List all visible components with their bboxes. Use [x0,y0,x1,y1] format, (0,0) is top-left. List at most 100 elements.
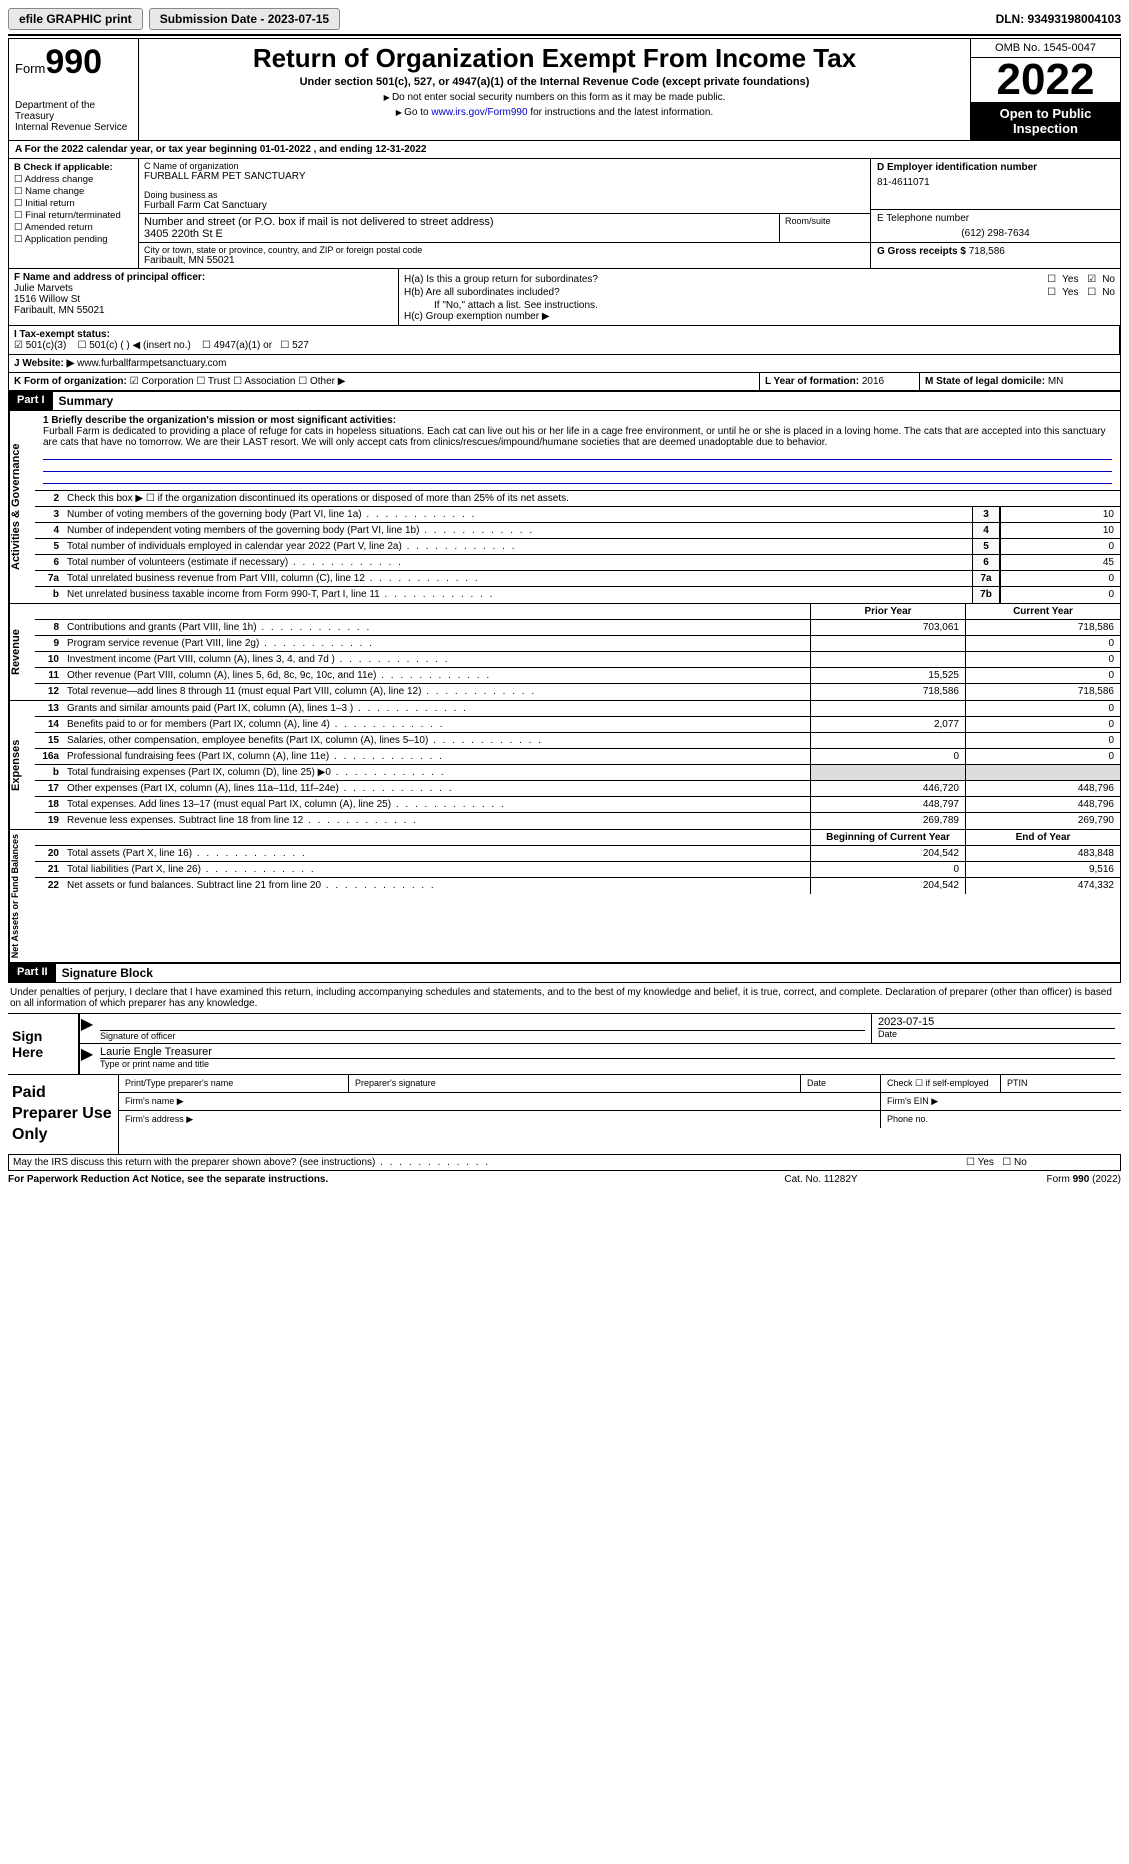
rows-ijk: I Tax-exempt status: ☑ 501(c)(3) ☐ 501(c… [8,326,1121,391]
gov-line-box: 6 [972,555,1000,570]
domicile-label: M State of legal domicile: [925,376,1048,387]
chk-name-change[interactable]: Name change [14,186,133,197]
line-desc: Total revenue—add lines 8 through 11 (mu… [63,684,810,700]
line-desc: Total assets (Part X, line 16) [63,846,810,861]
current-year-hdr: Current Year [965,604,1120,619]
chk-501c[interactable]: ☐ 501(c) ( ) ◀ (insert no.) [77,340,190,351]
sign-here-label: Sign Here [8,1014,78,1074]
line2-desc: Check this box ▶ ☐ if the organization d… [63,491,1120,506]
line-desc: Net assets or fund balances. Subtract li… [63,878,810,894]
sig-date-value: 2023-07-15 [878,1016,1115,1028]
hc-label: H(c) Group exemption number ▶ [404,311,1115,322]
chk-other[interactable]: ☐ Other ▶ [298,376,345,387]
netassets-tab: Net Assets or Fund Balances [9,830,35,962]
form-subtitle: Under section 501(c), 527, or 4947(a)(1)… [147,76,962,88]
part2-title: Signature Block [56,964,159,982]
line-prior: 2,077 [810,717,965,732]
phone-value: (612) 298-7634 [877,228,1114,239]
sig-arrow2-icon: ▶ [80,1044,94,1071]
chk-app-pending[interactable]: Application pending [14,234,133,245]
hb-no[interactable]: ☐No [1087,287,1115,298]
hb-label: H(b) Are all subordinates included? [404,287,1041,298]
form-ref: Form 990 (2022) [921,1174,1121,1185]
gov-line-val: 10 [1000,507,1120,522]
col-h-group: H(a) Is this a group return for subordin… [399,269,1120,325]
efile-print-button[interactable]: efile GRAPHIC print [8,8,143,30]
chk-address-change[interactable]: Address change [14,174,133,185]
prep-ptin-hdr: PTIN [1001,1075,1121,1092]
line-prior: 446,720 [810,781,965,796]
prep-date-hdr: Date [801,1075,881,1092]
revenue-tab: Revenue [9,604,35,700]
sig-arrow-icon: ▶ [80,1014,94,1043]
cat-no: Cat. No. 11282Y [721,1174,921,1185]
hb-note: If "No," attach a list. See instructions… [404,300,1115,311]
ha-yes[interactable]: ☐Yes [1047,274,1078,285]
line-prior [810,636,965,651]
gross-receipts-value: 718,586 [969,246,1005,257]
line-desc: Contributions and grants (Part VIII, lin… [63,620,810,635]
phone-label: E Telephone number [877,213,1114,224]
chk-initial-return[interactable]: Initial return [14,198,133,209]
irs-label: Internal Revenue Service [15,122,132,133]
line-prior [810,733,965,748]
line-prior: 269,789 [810,813,965,829]
gross-receipts-label: G Gross receipts $ [877,246,966,257]
ha-no[interactable]: ☑No [1087,274,1115,285]
chk-trust[interactable]: ☐ Trust [196,376,230,387]
line-desc: Professional fundraising fees (Part IX, … [63,749,810,764]
form-header: Form990 Department of the Treasury Inter… [8,38,1121,141]
part1-header: Part I Summary [8,391,1121,411]
line-curr: 0 [965,668,1120,683]
website-value: www.furballfarmpetsanctuary.com [77,358,226,369]
mission-label: 1 Briefly describe the organization's mi… [43,415,1112,426]
line-desc: Total fundraising expenses (Part IX, col… [63,765,810,780]
col-b-header: B Check if applicable: [14,162,133,173]
instructions-link-row: Go to www.irs.gov/Form990 for instructio… [147,107,962,118]
chk-corp[interactable]: ☑ Corporation [130,376,194,387]
part2-header: Part II Signature Block [8,963,1121,983]
discuss-no[interactable]: ☐ No [1002,1157,1027,1168]
chk-501c3[interactable]: ☑ 501(c)(3) [14,340,66,351]
chk-final-return[interactable]: Final return/terminated [14,210,133,221]
dba-value: Furball Farm Cat Sanctuary [144,200,865,211]
form-number: Form990 [15,43,132,82]
gov-line-box: 7b [972,587,1000,603]
officer-street: 1516 Willow St [14,294,393,305]
line-prior: 718,586 [810,684,965,700]
line-desc: Benefits paid to or for members (Part IX… [63,717,810,732]
chk-4947[interactable]: ☐ 4947(a)(1) or [202,340,272,351]
irs-link[interactable]: www.irs.gov/Form990 [431,107,527,118]
hb-yes[interactable]: ☐Yes [1047,287,1078,298]
sig-date-label: Date [878,1028,1115,1039]
mission-text: Furball Farm is dedicated to providing a… [43,426,1112,448]
gov-line-box: 3 [972,507,1000,522]
part1-num: Part I [9,392,53,410]
gov-line-desc: Net unrelated business taxable income fr… [63,587,972,603]
line-desc: Salaries, other compensation, employee b… [63,733,810,748]
city-label: City or town, state or province, country… [144,245,865,255]
line-prior: 0 [810,749,965,764]
col-d-ein-phone: D Employer identification number 81-4611… [870,159,1120,268]
gov-line-desc: Total number of volunteers (estimate if … [63,555,972,570]
prep-name-hdr: Print/Type preparer's name [119,1075,349,1092]
sign-here-block: Sign Here ▶ Signature of officer 2023-07… [8,1013,1121,1075]
year-formation-value: 2016 [862,376,884,387]
line-desc: Grants and similar amounts paid (Part IX… [63,701,810,716]
prep-sig-hdr: Preparer's signature [349,1075,801,1092]
chk-527[interactable]: ☐ 527 [280,340,308,351]
ein-label: D Employer identification number [877,162,1114,173]
prep-selfemp-hdr: Check ☐ if self-employed [881,1075,1001,1092]
chk-assoc[interactable]: ☐ Association [233,376,295,387]
netassets-section: Net Assets or Fund Balances Beginning of… [8,830,1121,963]
line-prior: 204,542 [810,878,965,894]
perjury-text: Under penalties of perjury, I declare th… [8,983,1121,1013]
discuss-yes[interactable]: ☐ Yes [966,1157,994,1168]
line-curr: 9,516 [965,862,1120,877]
line-prior [810,765,965,780]
line-curr [965,765,1120,780]
chk-amended[interactable]: Amended return [14,222,133,233]
submission-date-badge: Submission Date - 2023-07-15 [149,8,340,30]
discuss-question: May the IRS discuss this return with the… [9,1155,960,1170]
row-a-tax-year: A For the 2022 calendar year, or tax yea… [8,141,1121,159]
